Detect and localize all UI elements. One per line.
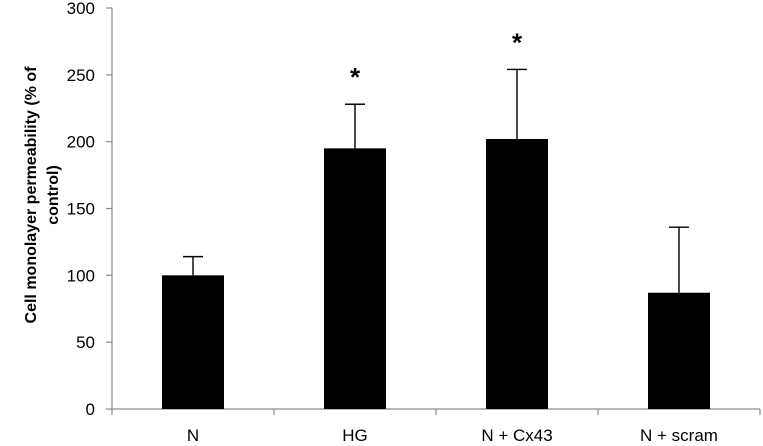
- category-label-0: N: [187, 426, 199, 445]
- y-axis-title-line1: Cell monolayer permeability (% of: [23, 66, 40, 324]
- bar-1: [324, 148, 386, 409]
- x-ticks: [111, 409, 761, 415]
- y-tick-label-4: 200: [67, 133, 95, 152]
- significance-mark-1: *: [350, 62, 361, 92]
- bars: [162, 138, 710, 409]
- category-label-3: N + scram: [640, 426, 718, 445]
- y-tick-label-3: 150: [67, 200, 95, 219]
- error-bars: [183, 68, 689, 293]
- y-axis-title-line2: control): [45, 165, 62, 225]
- y-tick-label-5: 250: [67, 66, 95, 85]
- y-axis-title: Cell monolayer permeability (% of contro…: [23, 66, 62, 324]
- y-tick-label-1: 50: [76, 333, 95, 352]
- y-tick-label-6: 300: [67, 0, 95, 18]
- significance-marks: **: [350, 27, 523, 92]
- category-label-2: N + Cx43: [481, 426, 552, 445]
- bar-2: [486, 138, 548, 409]
- significance-mark-2: *: [512, 27, 523, 57]
- category-label-1: HG: [342, 426, 368, 445]
- y-tick-label-0: 0: [86, 400, 95, 419]
- y-ticks: 0 50 100 150 200 250 300: [67, 0, 112, 419]
- category-labels: N HG N + Cx43 N + scram: [187, 426, 718, 445]
- bar-0: [162, 275, 224, 409]
- bar-3: [648, 292, 710, 409]
- y-tick-label-2: 100: [67, 266, 95, 285]
